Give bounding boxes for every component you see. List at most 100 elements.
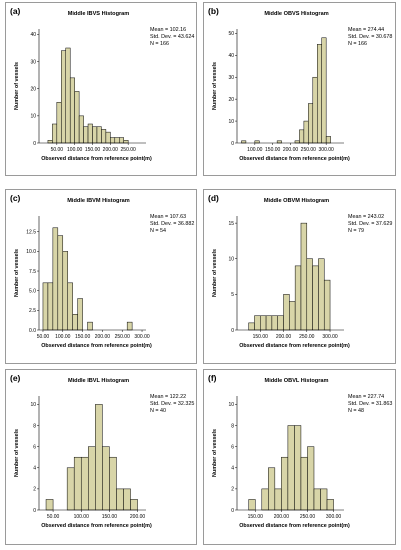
y-tick-label: 6 — [33, 444, 36, 450]
y-tick-label: 0 — [231, 508, 234, 514]
histogram-bar — [303, 120, 309, 144]
histogram-bar — [300, 456, 308, 511]
histogram-bar — [123, 140, 129, 144]
stats-line: Std. Dev. = 37.629 — [348, 221, 392, 227]
histogram-bar — [320, 488, 328, 511]
stats-line: N = 79 — [348, 228, 364, 234]
histogram-bar — [277, 315, 284, 331]
x-tick-label: 300.00 — [319, 147, 335, 153]
histogram-chart: (e) Middle IBVL Histogram Mean = 122.22Std… — [10, 373, 194, 529]
histogram-bar — [102, 446, 110, 511]
histogram-bar — [307, 446, 315, 511]
histogram-panel: (a) Middle IBVS Histogram Mean = 102.16 Std… — [5, 2, 197, 176]
stats-line: Mean = 274.44 — [348, 27, 384, 33]
histogram-panel: (d) Middle OBVM Histogram Mean = 243.02 Std… — [203, 189, 396, 364]
panel-letter: (a) — [10, 6, 21, 16]
x-tick-label: 150.00 — [102, 514, 118, 520]
histogram-bar — [271, 315, 278, 331]
histogram-bar — [248, 322, 255, 331]
stats-line: Mean = 243.02 — [348, 214, 384, 220]
histogram-bar — [274, 488, 282, 511]
x-axis-label: Observed distance from reference point(m… — [41, 156, 152, 162]
histogram-title: Middle IBVS Histogram — [68, 11, 130, 17]
panel-letter: (d) — [208, 193, 219, 203]
y-tick-label: 0.0 — [29, 328, 36, 334]
y-tick-label: 4 — [33, 466, 36, 472]
y-tick-label: 2 — [231, 487, 234, 493]
histogram-bar — [261, 488, 269, 511]
x-tick-label: 150.00 — [248, 514, 264, 520]
x-tick-label: 200.00 — [95, 334, 111, 340]
y-tick-label: 10 — [228, 257, 234, 263]
histogram-bar — [52, 227, 59, 331]
y-tick-label: 0 — [33, 508, 36, 514]
x-tick-label: 150.00 — [75, 334, 91, 340]
histogram-bar — [308, 103, 314, 144]
histogram-bar — [62, 251, 68, 331]
x-tick-label: 50.00 — [37, 334, 50, 340]
histogram-bar — [130, 499, 138, 511]
y-axis-label: Number of vessels — [212, 249, 218, 297]
x-tick-label: 100.00 — [74, 514, 90, 520]
histogram-bar — [78, 115, 84, 144]
histogram-bar — [67, 282, 73, 331]
histogram-bar — [114, 137, 120, 144]
histogram-bar — [326, 499, 334, 511]
histogram-bar — [265, 315, 273, 331]
y-axis-label: Number of vessels — [14, 429, 20, 477]
stats-line: N = 40 — [150, 408, 166, 414]
histogram-bar — [87, 321, 93, 331]
histogram-bar — [101, 129, 107, 144]
stats-line: Std. Dev. = 30.678 — [348, 34, 392, 40]
histogram-bar — [69, 77, 75, 144]
histogram-chart: (b) Middle OBVS Histogram Mean = 274.44Std… — [208, 6, 392, 162]
y-tick-label: 8 — [231, 423, 234, 429]
histogram-bar — [283, 294, 290, 331]
x-tick-label: 200.00 — [276, 334, 292, 340]
histogram-bar — [47, 140, 53, 144]
histogram-bar — [105, 131, 111, 144]
histogram-bar — [95, 404, 103, 511]
histogram-bar — [116, 488, 124, 511]
y-tick-label: 7.5 — [29, 269, 36, 275]
y-axis-label: Number of vessels — [14, 62, 20, 110]
histogram-bar — [294, 425, 302, 511]
y-tick-label: 10 — [228, 402, 234, 408]
x-axis-label: Observed distance from reference point(m… — [41, 523, 152, 529]
y-tick-label: 10 — [30, 402, 36, 408]
histogram-bar — [299, 129, 305, 144]
x-tick-label: 250.00 — [300, 514, 316, 520]
y-tick-label: 2.5 — [29, 308, 36, 314]
x-tick-label: 300.00 — [326, 514, 342, 520]
histogram-bar — [74, 91, 80, 144]
histogram-bar — [87, 123, 93, 144]
histogram-bar — [254, 140, 260, 144]
x-tick-label: 150.00 — [85, 147, 101, 153]
x-axis-label: Observed distance from reference point(m… — [239, 343, 350, 349]
histogram-bar — [289, 301, 296, 331]
histogram-bar — [65, 47, 71, 144]
histogram-bar — [241, 140, 247, 144]
histogram-panel: (b) Middle OBVS Histogram Mean = 274.44 Std… — [203, 2, 396, 176]
histogram-title: Middle IBVL Histogram — [68, 378, 129, 384]
x-tick-label: 300.00 — [322, 334, 338, 340]
stats-line: Mean = 227.74 — [348, 394, 384, 400]
panel-letter: (b) — [208, 6, 219, 16]
y-tick-label: 40 — [30, 32, 36, 38]
stats-line: Std. Dev. = 43.624 — [150, 34, 194, 40]
histogram-bar — [276, 140, 282, 144]
x-tick-label: 250.00 — [121, 147, 137, 153]
histogram-bar — [66, 467, 75, 511]
histogram-bar — [110, 137, 116, 144]
histogram-bar — [96, 126, 102, 144]
histogram-bar — [300, 222, 308, 331]
x-tick-label: 200.00 — [283, 147, 299, 153]
x-tick-label: 200.00 — [130, 514, 146, 520]
histogram-bar — [42, 282, 49, 331]
y-tick-label: 12.5 — [26, 230, 36, 236]
histogram-bar — [248, 499, 256, 511]
x-tick-label: 150.00 — [253, 334, 269, 340]
stats-line: Mean = 102.16 — [150, 27, 186, 33]
panel-letter: (c) — [10, 193, 21, 203]
histogram-title: Middle OBVL Histogram — [265, 378, 329, 384]
